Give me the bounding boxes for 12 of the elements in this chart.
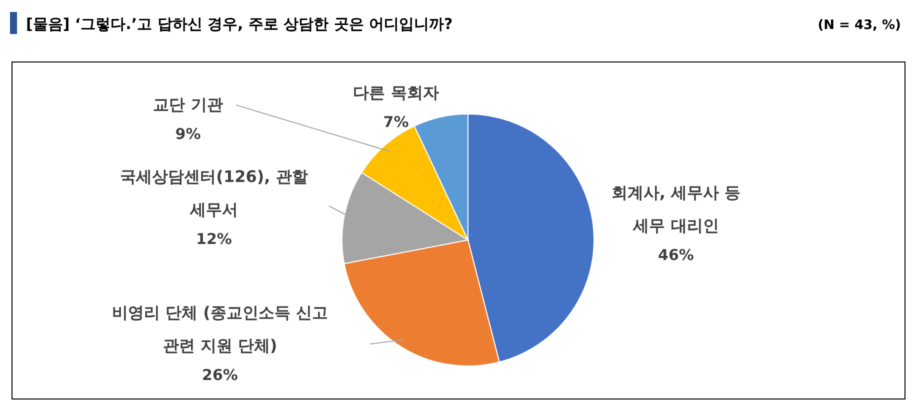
data-label: 26% [202, 366, 238, 384]
slice-label: 국세상담센터(126), 관할 세무서 [120, 167, 308, 219]
data-label: 46% [658, 246, 694, 264]
data-label: 12% [196, 230, 232, 248]
slice-label: 다른 목회자 [353, 83, 439, 102]
text: (N = 43, %) [818, 18, 901, 33]
chart-title: [물음] ‘그렇다.’고 답하신 경우, 주로 상담한 곳은 어디입니까? [26, 15, 453, 33]
data-label: 9% [175, 125, 201, 143]
data-label: 7% [383, 113, 409, 131]
slice-label: 비영리 단체 (종교인소득 신고 관련 지원 단체) [112, 303, 328, 355]
slice-label: 교단 기관 [153, 95, 223, 114]
slice-label: 회계사, 세무사 등 세무 대리인 [611, 183, 741, 235]
